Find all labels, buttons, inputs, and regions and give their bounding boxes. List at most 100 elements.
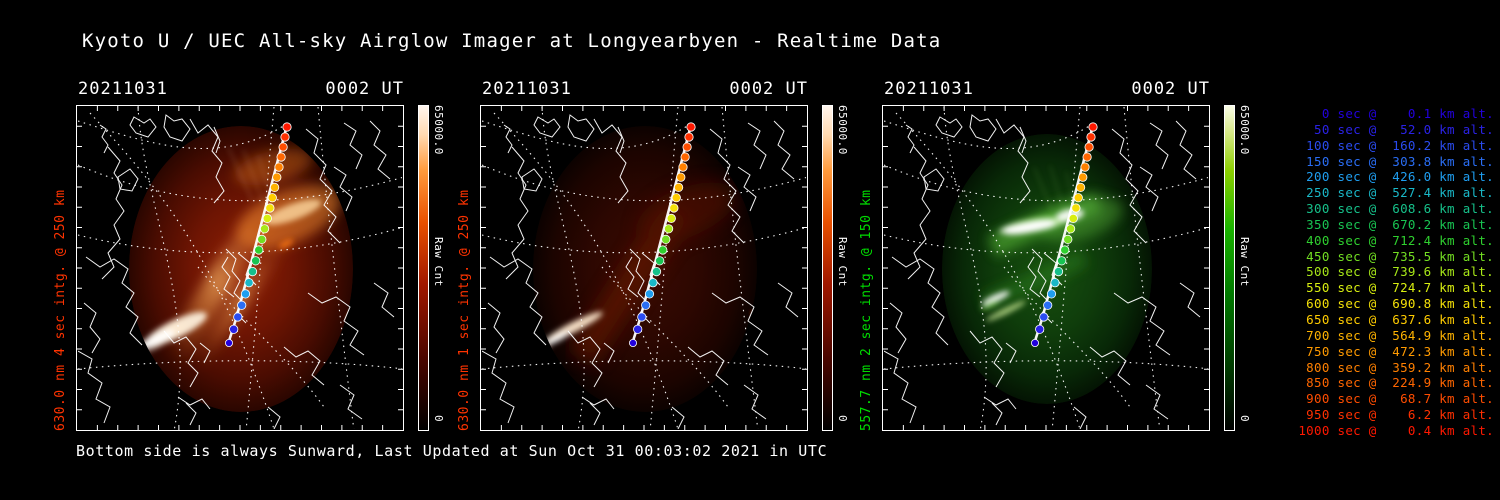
panel-1-time: 0002 UT (325, 79, 404, 99)
trajectory-marker (684, 132, 694, 142)
panel-557nm-2sec: 20211031 0002 UT (882, 79, 1210, 431)
panel-1-date: 20211031 (78, 79, 168, 99)
trajectory-marker (237, 300, 247, 310)
panel-2-colorbar-label: Raw Cnt (836, 237, 849, 287)
trajectory-marker (680, 152, 690, 162)
trajectory-marker (247, 267, 258, 277)
trajectory-marker (282, 122, 292, 132)
trajectory-marker (682, 142, 692, 152)
legend-row: 150 sec @ 303.8 km alt. (1298, 153, 1494, 169)
trajectory-marker (648, 278, 658, 288)
panel-3-colorbar-max: 65000.0 (1238, 105, 1251, 155)
panel-2-colorbar (822, 105, 833, 431)
panel-1-colorbar-min: 0 (432, 415, 445, 423)
panel-3-colorbar-min: 0 (1238, 415, 1251, 423)
trajectory-marker (674, 182, 684, 193)
trajectory-marker (1073, 193, 1083, 203)
panel-1-colorbar-max: 65000.0 (432, 105, 445, 155)
trajectory-marker (1063, 234, 1073, 244)
trajectory-marker (666, 213, 676, 224)
trajectory-marker (1030, 338, 1039, 347)
page-title: Kyoto U / UEC All-sky Airglow Imager at … (82, 30, 942, 52)
trajectory-marker (686, 122, 696, 132)
trajectory-marker (633, 324, 643, 334)
trajectory-marker (1086, 132, 1096, 142)
trajectory-marker (229, 324, 239, 334)
trajectory-altitude-legend: 0 sec @ 0.1 km alt. 50 sec @ 52.0 km alt… (1262, 106, 1494, 439)
trajectory-markers (1030, 122, 1098, 347)
trajectory-marker (1076, 182, 1086, 193)
trajectory-marker (1068, 213, 1078, 224)
panel-3-frame[interactable] (882, 105, 1210, 431)
panel-2-date: 20211031 (482, 79, 572, 99)
panel-1-colorbar (418, 105, 429, 431)
legend-row: 650 sec @ 637.6 km alt. (1298, 311, 1494, 327)
trajectory-marker (637, 312, 647, 322)
panel-1-colorbar-label: Raw Cnt (432, 237, 445, 287)
panel-3-sky-image (884, 107, 1208, 429)
panel-3-date: 20211031 (884, 79, 974, 99)
trajectory-marker (270, 182, 280, 193)
legend-row: 950 sec @ 6.2 km alt. (1298, 407, 1494, 423)
panel-2-time: 0002 UT (729, 79, 808, 99)
trajectory-marker (262, 213, 272, 224)
panel-2-axis-label: 630.0 nm 1 sec intg. @ 250 km (457, 189, 472, 431)
legend-row: 0 sec @ 0.1 km alt. (1298, 106, 1494, 121)
panel-3-colorbar (1224, 105, 1235, 431)
trajectory-marker (628, 338, 637, 347)
trajectory-marker (1071, 203, 1081, 213)
legend-row: 750 sec @ 472.3 km alt. (1298, 343, 1494, 359)
panel-1-frame[interactable] (76, 105, 404, 431)
trajectory-marker (1088, 122, 1098, 132)
trajectory-marker (1082, 152, 1092, 162)
panel-2-colorbar-min: 0 (836, 415, 849, 423)
trajectory-marker (260, 224, 270, 234)
trajectory-marker (1035, 324, 1045, 334)
trajectory-marker (1057, 256, 1067, 266)
trajectory-markers (628, 122, 696, 347)
trajectory-marker (274, 162, 284, 172)
legend-row: 100 sec @ 160.2 km alt. (1298, 137, 1494, 153)
panel-3-time: 0002 UT (1131, 79, 1210, 99)
legend-row: 200 sec @ 426.0 km alt. (1298, 169, 1494, 185)
panel-630nm-1sec: 20211031 0002 UT (480, 79, 808, 431)
trajectory-marker (1080, 162, 1090, 172)
trajectory-marker (278, 142, 288, 152)
legend-row: 900 sec @ 68.7 km alt. (1298, 391, 1494, 407)
trajectory-marker (651, 267, 662, 277)
panel-2-sky-image (482, 107, 806, 429)
trajectory-marker (1043, 300, 1053, 310)
trajectory-marker (1050, 278, 1060, 288)
trajectory-marker (1066, 224, 1076, 234)
legend-row: 600 sec @ 690.8 km alt. (1298, 296, 1494, 312)
trajectory-marker (240, 289, 251, 299)
trajectory-marker (224, 338, 233, 347)
trajectory-marker (678, 162, 688, 172)
trajectory-marker (244, 278, 254, 288)
trajectory-marker (641, 300, 651, 310)
trajectory-marker (233, 312, 243, 322)
trajectory-marker (655, 256, 665, 266)
panel-630nm-4sec: 20211031 0002 UT (76, 79, 404, 431)
trajectory-marker (265, 203, 275, 213)
trajectory-marker (276, 152, 286, 162)
trajectory-marker (661, 234, 671, 244)
trajectory-marker (1084, 142, 1094, 152)
legend-row: 350 sec @ 670.2 km alt. (1298, 216, 1494, 232)
legend-row: 400 sec @ 712.4 km alt. (1298, 232, 1494, 248)
panel-3-axis-label: 557.7 nm 2 sec intg. @ 150 km (859, 189, 874, 431)
trajectory-marker (676, 172, 686, 182)
footer-status-text: Bottom side is always Sunward, Last Upda… (76, 442, 828, 460)
trajectory-markers (224, 122, 292, 347)
legend-row: 700 sec @ 564.9 km alt. (1298, 327, 1494, 343)
trajectory-marker (1039, 312, 1049, 322)
trajectory-marker (664, 224, 674, 234)
trajectory-marker (1053, 267, 1064, 277)
panel-2-frame[interactable] (480, 105, 808, 431)
legend-row: 300 sec @ 608.6 km alt. (1298, 201, 1494, 217)
panel-1-axis-label: 630.0 nm 4 sec intg. @ 250 km (53, 189, 68, 431)
trajectory-marker (280, 132, 290, 142)
panel-1-sky-image (78, 107, 402, 429)
panel-2-colorbar-max: 65000.0 (836, 105, 849, 155)
trajectory-marker (272, 172, 282, 182)
